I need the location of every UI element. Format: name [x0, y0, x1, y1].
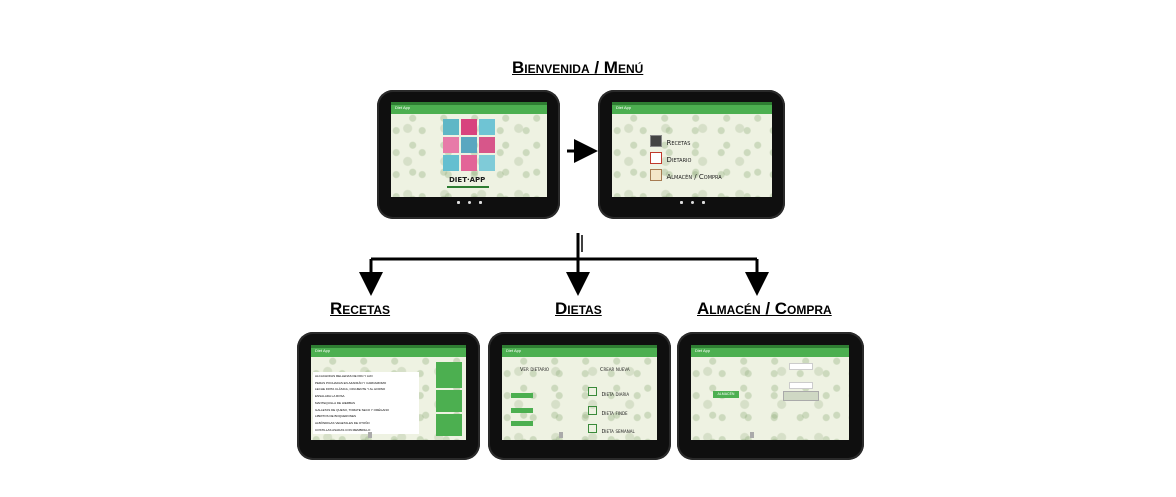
tablet-welcome: Diet App DIET·APP — [377, 90, 560, 219]
menu-item-almacen[interactable]: Almacén / Compra — [650, 166, 722, 184]
nav-recents-icon[interactable] — [702, 201, 705, 204]
saved-diet-button[interactable] — [511, 408, 533, 413]
food-icon — [461, 119, 477, 135]
pantry-icon — [650, 168, 662, 181]
heading-bienvenida-menu: Bienvenida / Menú — [512, 58, 644, 77]
filter-button[interactable] — [436, 414, 462, 436]
recipe-book-icon — [650, 134, 662, 147]
crear-nueva-title: Crear nueva — [600, 367, 630, 373]
recipe-item[interactable]: LIBRITOS DE BOQUERONES — [315, 414, 356, 419]
menu-item-dietario[interactable]: Dietario — [650, 149, 691, 167]
calendar-weekend-icon — [588, 406, 597, 416]
tablet-dietas: Diet App Ver dietario Crear nueva Dieta … — [488, 332, 671, 460]
recipe-item[interactable]: ALCACHOFAS RELLENAS DE PAN Y AJO — [315, 374, 373, 378]
filter-button[interactable] — [436, 390, 462, 412]
app-title: Diet App — [506, 348, 522, 353]
calendar-day-icon — [588, 387, 597, 397]
recipe-list: ALCACHOFAS RELLENAS DE PAN Y AJO PERAS P… — [313, 372, 419, 434]
food-icon — [461, 155, 477, 171]
recipe-item[interactable]: COSTILLAS ASADAS CON MEMBRILLO — [315, 427, 371, 432]
recipe-item[interactable]: MANTEQUILLA DE HIERBAS — [315, 400, 356, 405]
food-icon — [479, 119, 495, 135]
recipe-item[interactable]: LECHE FRITA CLÁSICA, CRUJIENTE Y AL HORN… — [315, 387, 386, 392]
unit-field[interactable] — [789, 382, 813, 389]
calendar-week-icon — [588, 424, 597, 434]
nav-back-icon[interactable] — [457, 201, 460, 204]
tablet-almacen: Diet App ALMACÉN — [677, 332, 864, 460]
dietas-screen: Diet App Ver dietario Crear nueva Dieta … — [502, 345, 657, 440]
food-icon — [461, 137, 477, 153]
option-dieta-diaria[interactable]: Dieta diaria — [588, 383, 629, 401]
almacen-screen: Diet App ALMACÉN — [691, 345, 849, 440]
food-icon — [479, 137, 495, 153]
heading-dietas: Dietas — [555, 299, 602, 318]
add-item-button[interactable] — [783, 391, 819, 401]
food-icon — [443, 119, 459, 135]
ver-dietario-title: Ver dietario — [520, 367, 550, 373]
option-label: Dieta semanal — [601, 429, 635, 435]
option-dieta-finde[interactable]: Dieta finde — [588, 402, 628, 420]
nav-home-icon[interactable] — [691, 201, 694, 204]
filter-button[interactable] — [436, 362, 462, 388]
app-title: Diet App — [395, 105, 411, 110]
recipe-item[interactable]: PERAS POCHADAS EN AZAFRÁN Y CARDAMOMO — [315, 380, 387, 385]
heading-almacen-compra: Almacén / Compra — [697, 299, 832, 318]
recetas-screen: Diet App ALCACHOFAS RELLENAS DE PAN Y AJ… — [311, 345, 466, 440]
logo-text: DIET·APP — [449, 176, 486, 184]
tablet-recetas: Diet App ALCACHOFAS RELLENAS DE PAN Y AJ… — [297, 332, 480, 460]
app-title: Diet App — [616, 105, 632, 110]
saved-diet-button[interactable] — [511, 393, 533, 398]
nav-home-icon[interactable] — [750, 432, 754, 438]
almacen-button[interactable]: ALMACÉN — [713, 391, 739, 398]
nav-back-icon[interactable] — [680, 201, 683, 204]
calendar-icon — [650, 151, 662, 164]
option-dieta-semanal[interactable]: Dieta semanal — [588, 420, 635, 438]
food-icon — [443, 155, 459, 171]
food-icon — [443, 137, 459, 153]
nav-home-icon[interactable] — [368, 432, 372, 438]
saved-diet-button[interactable] — [511, 421, 533, 426]
recipe-item[interactable]: GALLETAS DE QUESO, TOMATE SECO Y ORÉGANO — [315, 407, 390, 412]
food-icon — [479, 155, 495, 171]
heading-recetas: Recetas — [330, 299, 391, 318]
recipe-item[interactable]: ENSALADA LA ROSA — [315, 394, 345, 399]
food-icon-grid — [443, 119, 495, 171]
option-label: Dieta diaria — [601, 392, 630, 398]
logo-underline — [447, 186, 489, 188]
nav-recents-icon[interactable] — [479, 201, 482, 204]
app-title: Diet App — [695, 348, 711, 353]
menu-item-label: Almacén / Compra — [666, 173, 722, 181]
nav-home-icon[interactable] — [559, 432, 563, 438]
menu-screen: Diet App Recetas Dietario Almacén / Comp… — [612, 102, 772, 197]
welcome-screen: Diet App DIET·APP — [391, 102, 547, 197]
recipe-item[interactable]: ALBÓNDIGAS VEGETALES DE OTOÑO — [315, 420, 370, 425]
menu-item-label: Recetas — [666, 139, 691, 147]
menu-item-recetas[interactable]: Recetas — [650, 132, 690, 150]
menu-item-label: Dietario — [666, 156, 692, 164]
app-title: Diet App — [315, 348, 331, 353]
quantity-field[interactable] — [789, 363, 813, 370]
option-label: Dieta finde — [601, 411, 628, 417]
nav-home-icon[interactable] — [468, 201, 471, 204]
tablet-menu: Diet App Recetas Dietario Almacén / Comp… — [598, 90, 785, 219]
